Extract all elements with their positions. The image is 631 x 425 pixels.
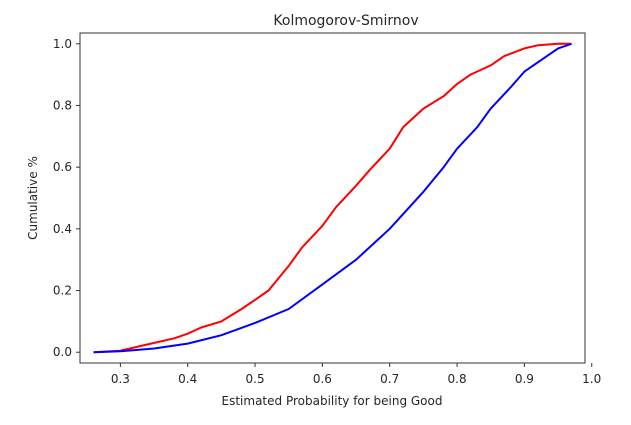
y-tick-label: 0.8	[53, 98, 72, 112]
chart-title: Kolmogorov-Smirnov	[273, 13, 418, 29]
y-tick-label: 0.0	[53, 345, 72, 359]
plot-area: 0.3 0.4 0.5 0.6 0.7 0.8 0.9 1.0 0.0 0.2 0.4 0.6 0.8…	[53, 32, 601, 386]
x-axis-label: Estimated Probability for being Good	[222, 394, 443, 408]
y-tick-label: 0.6	[53, 160, 72, 174]
y-tick-label: 1.0	[53, 37, 72, 51]
y-tick-label: 0.4	[53, 222, 72, 236]
x-tick-label: 0.6	[313, 372, 332, 386]
x-tick-label: 0.7	[380, 372, 399, 386]
x-tick-label: 0.4	[178, 372, 197, 386]
series-line-2	[93, 42, 572, 354]
plot-frame	[79, 32, 586, 364]
x-tick-label: 0.9	[515, 372, 534, 386]
y-axis-ticks: 0.0 0.2 0.4 0.6 0.8 1.0	[53, 37, 80, 359]
x-tick-label: 0.3	[111, 372, 130, 386]
x-tick-label: 0.8	[448, 372, 467, 386]
series-line-1	[93, 42, 572, 354]
x-axis-ticks: 0.3 0.4 0.5 0.6 0.7 0.8 0.9 1.0	[111, 363, 601, 386]
y-tick-label: 0.2	[53, 284, 72, 298]
y-axis-label: Cumulative %	[26, 156, 40, 240]
x-tick-label: 1.0	[582, 372, 601, 386]
x-tick-label: 0.5	[246, 372, 265, 386]
series-layer	[93, 42, 572, 354]
